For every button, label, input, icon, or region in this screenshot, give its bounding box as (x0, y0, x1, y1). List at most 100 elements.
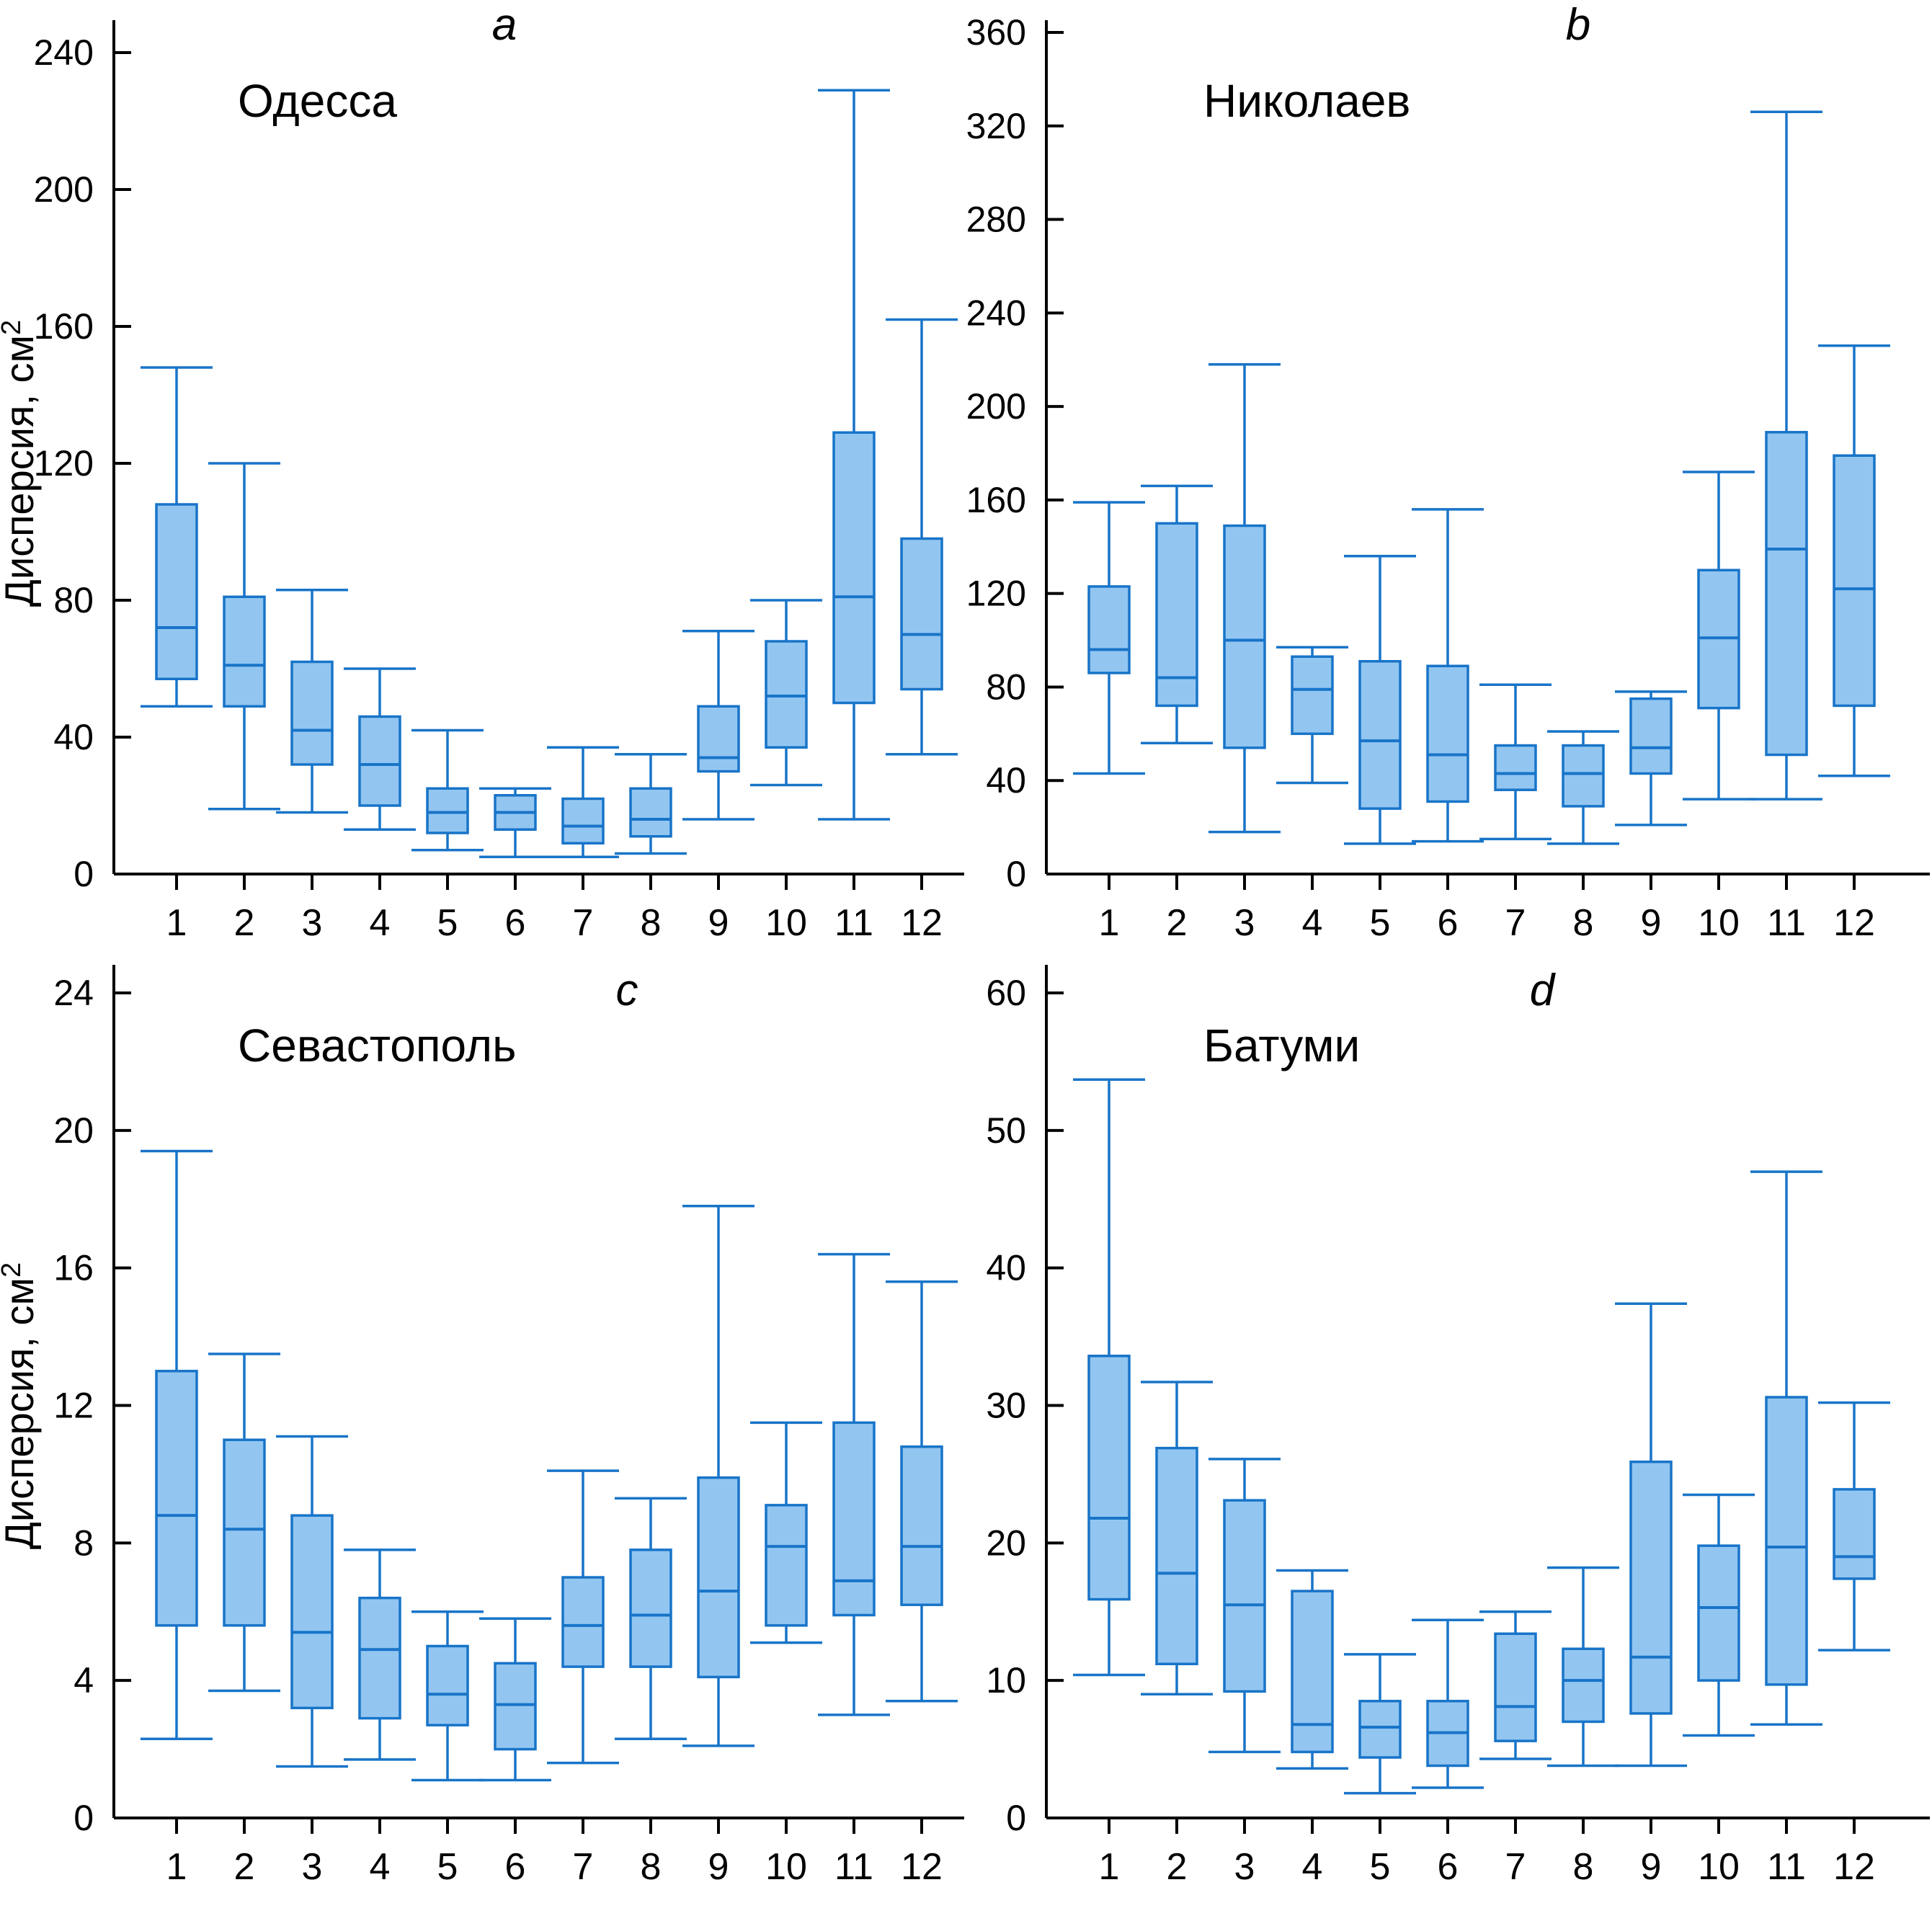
box-iqr (697, 705, 740, 773)
box-plot-month-7 (547, 746, 619, 858)
y-tick-label: 80 (986, 667, 1026, 707)
y-tick-label: 0 (1006, 1798, 1026, 1838)
box-iqr (765, 640, 808, 749)
box-plot-month-5 (411, 1610, 484, 1782)
x-tick-label: 1 (1099, 902, 1120, 944)
box-iqr (223, 595, 266, 708)
x-tick-label: 8 (641, 1846, 662, 1888)
box-plot-month-3 (1208, 1458, 1281, 1754)
panel-letter: d (1530, 966, 1557, 1015)
box-iqr (358, 715, 401, 807)
box-iqr (1291, 1590, 1334, 1754)
y-tick-label: 20 (53, 1110, 94, 1151)
panel-b-nikolaev: 0 40 80 120 160 200 240 280 320 360 1 2 3 4 5 6 7 8 9 10 11 1… (966, 0, 1932, 960)
x-tick-label: 9 (1641, 902, 1662, 944)
box-plot-month-8 (615, 753, 687, 855)
x-tick-label: 10 (765, 902, 807, 944)
x-tick-label: 8 (1573, 902, 1594, 944)
y-tick-label: 240 (34, 32, 94, 73)
x-tick-label: 3 (1234, 1846, 1255, 1888)
y-tick-label: 10 (986, 1660, 1026, 1701)
box-plot-month-4 (344, 1548, 416, 1761)
y-axis-label: Дисперсия, см2 (0, 320, 42, 607)
box-iqr (1629, 697, 1673, 775)
y-tick-label: 120 (966, 574, 1026, 614)
y-tick-label: 240 (966, 293, 1026, 333)
x-tick-label: 3 (302, 1846, 323, 1888)
box-iqr (1765, 431, 1808, 757)
y-tick-label: 16 (53, 1248, 94, 1288)
x-tick-label: 9 (708, 1846, 729, 1888)
x-tick-label: 11 (1767, 902, 1806, 944)
x-tick-label: 7 (573, 1846, 594, 1888)
box-iqr (1155, 522, 1198, 708)
box-plot-month-9 (682, 1205, 754, 1747)
box-iqr (155, 503, 198, 680)
y-tick-label: 4 (74, 1660, 94, 1701)
x-tick-label: 8 (1573, 1846, 1594, 1888)
box-iqr (290, 1514, 334, 1710)
box-iqr (1155, 1446, 1198, 1666)
x-tick-label: 1 (166, 1846, 187, 1888)
box-plot-month-1 (141, 1149, 213, 1741)
x-tick-label: 12 (1833, 1846, 1875, 1888)
box-plot-month-3 (1208, 362, 1281, 834)
x-tick-label: 9 (1641, 1846, 1662, 1888)
box-iqr (1291, 655, 1334, 736)
x-tick-label: 6 (1438, 1846, 1459, 1888)
x-tick-label: 1 (166, 902, 187, 944)
box-plot-month-5 (411, 728, 484, 852)
box-iqr (1358, 660, 1402, 810)
x-tick-label: 7 (573, 902, 594, 944)
y-tick-label: 24 (53, 973, 94, 1013)
box-plot-month-8 (1547, 730, 1619, 845)
y-tick-label: 40 (986, 760, 1026, 801)
x-tick-label: 2 (1167, 902, 1188, 944)
panel-title: Батуми (1203, 1020, 1360, 1071)
box-plot-month-6 (479, 1617, 551, 1782)
box-iqr (426, 1644, 469, 1726)
x-tick-label: 5 (437, 902, 458, 944)
x-tick-label: 6 (505, 1846, 526, 1888)
y-tick-label: 160 (966, 480, 1026, 520)
x-tick-label: 12 (1833, 902, 1875, 944)
box-iqr (900, 537, 943, 691)
box-plot-month-12 (1818, 1401, 1890, 1652)
box-plot-month-12 (1818, 344, 1890, 777)
box-iqr (1765, 1396, 1808, 1686)
box-iqr (1833, 454, 1876, 708)
y-tick-label: 0 (1006, 854, 1026, 894)
box-iqr (561, 797, 605, 844)
box-iqr (1494, 744, 1537, 791)
box-plot-month-9 (1615, 690, 1687, 826)
y-tick-label: 50 (986, 1110, 1026, 1151)
box-iqr (1087, 1355, 1131, 1601)
y-tick-label: 160 (34, 306, 94, 347)
box-iqr (1833, 1488, 1876, 1580)
box-plot-month-1 (1073, 1078, 1145, 1677)
x-tick-label: 7 (1505, 1846, 1526, 1888)
box-iqr (697, 1476, 740, 1679)
box-plot-month-8 (1547, 1566, 1619, 1768)
box-plot-month-10 (1683, 471, 1755, 801)
x-tick-label: 10 (765, 1846, 807, 1888)
y-tick-label: 320 (966, 106, 1026, 146)
x-tick-label: 3 (302, 902, 323, 944)
y-tick-label: 0 (74, 854, 94, 894)
box-iqr (629, 787, 672, 838)
panel-title: Одесса (238, 75, 397, 127)
x-tick-label: 4 (1302, 1846, 1323, 1888)
box-plot-month-10 (750, 1421, 822, 1644)
y-tick-label: 20 (986, 1523, 1026, 1563)
box-plot-month-2 (1141, 484, 1213, 745)
box-plot-month-7 (1479, 683, 1552, 841)
x-tick-label: 2 (234, 1846, 255, 1888)
box-plot-month-7 (547, 1469, 619, 1765)
box-iqr (629, 1548, 672, 1668)
